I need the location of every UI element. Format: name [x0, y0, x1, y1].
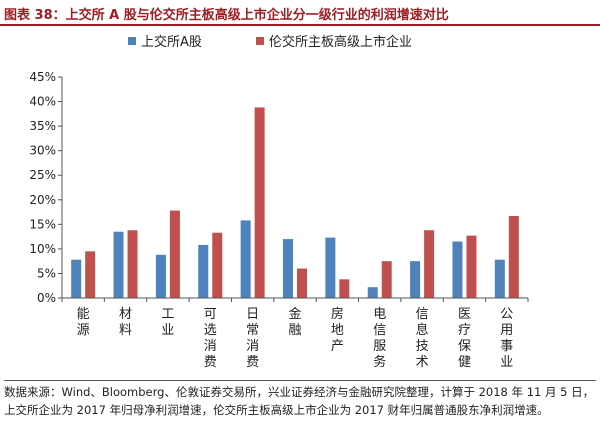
- bar-sse-4: [240, 220, 251, 298]
- bar-lse-7: [381, 261, 392, 298]
- y-tick-label: 25%: [29, 168, 56, 182]
- source-note: 数据来源：Wind、Bloomberg、伦敦证券交易所，兴业证券经济与金融研究院…: [4, 380, 596, 419]
- y-tick-label: 35%: [29, 119, 56, 133]
- bar-lse-8: [424, 230, 435, 298]
- chart-bars: [71, 107, 519, 299]
- bar-sse-3: [198, 244, 209, 298]
- x-tick-label: 可选消费: [204, 307, 217, 370]
- bar-lse-6: [339, 279, 350, 298]
- bar-chart: 上交所A股 伦交所主板高级上市企业 0% 5% 10% 15% 20% 25% 30% 35% 4…: [29, 34, 529, 370]
- x-tick-label: 信息技术: [416, 307, 429, 370]
- bar-lse-3: [212, 232, 223, 298]
- bar-lse-9: [466, 235, 477, 298]
- y-tick-label: 20%: [29, 193, 56, 207]
- x-tick-label: 能源: [77, 307, 90, 338]
- y-tick-label: 5%: [37, 266, 56, 280]
- bar-lse-4: [254, 107, 265, 299]
- bar-lse-10: [508, 215, 519, 298]
- bar-sse-9: [452, 241, 463, 298]
- y-tick-label: 30%: [29, 144, 56, 158]
- bar-lse-0: [85, 251, 96, 298]
- bar-sse-2: [155, 254, 166, 298]
- x-tick-label: 日常消费: [246, 307, 259, 370]
- bar-sse-8: [410, 261, 421, 298]
- x-tick-label: 工业: [161, 307, 174, 338]
- y-tick-label: 0%: [37, 291, 56, 305]
- x-tick-label: 电信服务: [373, 307, 386, 370]
- legend-label-0: 上交所A股: [141, 34, 202, 50]
- x-tick-label: 房地产: [331, 306, 344, 354]
- chart-legend: 上交所A股 伦交所主板高级上市企业: [128, 34, 412, 50]
- legend-label-1: 伦交所主板高级上市企业: [269, 34, 412, 50]
- y-tick-label: 45%: [29, 70, 56, 84]
- x-tick-label: 材料: [119, 307, 132, 338]
- legend-swatch-0: [128, 37, 136, 45]
- bar-lse-2: [169, 210, 180, 298]
- legend-swatch-1: [256, 37, 264, 45]
- figure-title-bar: 图表 38：上交所 A 股与伦交所主板高级上市企业分一级行业的利润增速对比: [0, 0, 600, 26]
- y-axis: 0% 5% 10% 15% 20% 25% 30% 35% 40% 45%: [29, 70, 63, 305]
- bar-lse-5: [297, 268, 307, 298]
- bar-sse-0: [71, 259, 82, 298]
- x-tick-label: 金融: [288, 306, 301, 338]
- figure-title: 图表 38：上交所 A 股与伦交所主板高级上市企业分一级行业的利润增速对比: [4, 8, 449, 23]
- y-tick-label: 10%: [29, 242, 56, 256]
- bar-sse-10: [494, 259, 505, 298]
- bar-sse-5: [283, 239, 293, 298]
- bar-sse-6: [325, 237, 336, 298]
- y-tick-label: 15%: [29, 217, 56, 231]
- bar-sse-1: [113, 231, 124, 298]
- x-tick-label: 公用事业: [500, 307, 513, 370]
- bar-sse-7: [367, 287, 378, 298]
- y-tick-label: 40%: [29, 95, 56, 109]
- bar-lse-1: [127, 230, 138, 298]
- x-tick-label: 医疗保健: [458, 307, 471, 370]
